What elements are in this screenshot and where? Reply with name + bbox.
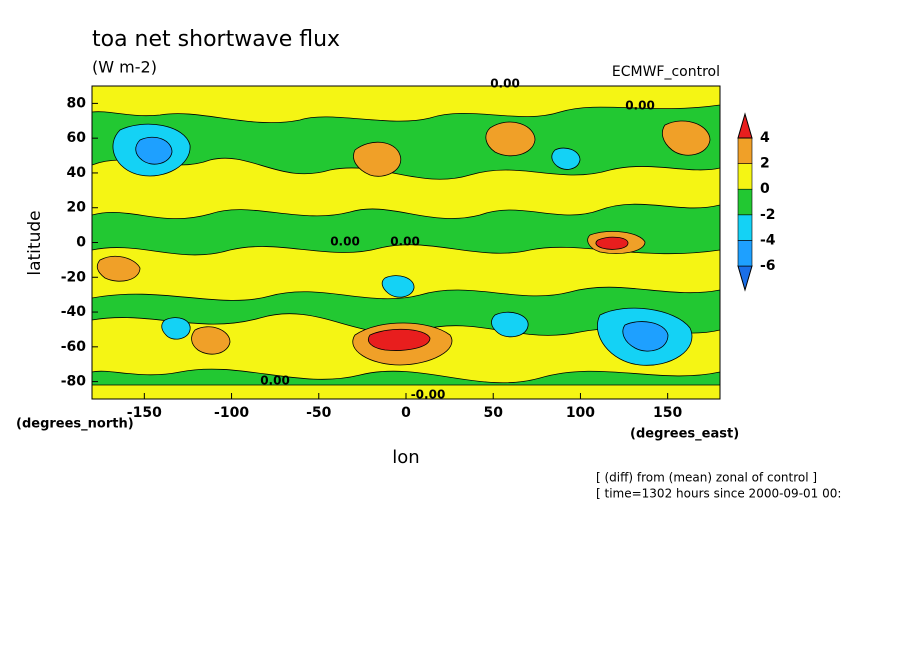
contour-label: 0.00 (490, 77, 520, 91)
contour-label: 0.00 (390, 235, 420, 249)
x-units: (degrees_east) (630, 427, 739, 442)
x-tick-label: -50 (306, 405, 332, 421)
colorbar-band (737, 163, 753, 190)
y-tick-label: 80 (67, 95, 87, 111)
y-tick-label: -80 (61, 374, 87, 390)
dataset-label: ECMWF_control (612, 64, 720, 80)
y-tick-label: -60 (61, 339, 87, 355)
y-tick-label: 0 (76, 235, 86, 251)
y-units: (degrees_north) (16, 417, 134, 432)
colorbar-label: 2 (760, 156, 770, 172)
contour-label: -0.00 (411, 388, 446, 402)
colorbar-label: 4 (760, 130, 770, 146)
x-axis-label: lon (392, 447, 419, 468)
contour-label: 0.00 (260, 374, 290, 388)
note: [ time=1302 hours since 2000-09-01 00: (596, 487, 841, 501)
colorbar-end (737, 112, 753, 139)
x-tick-label: -150 (127, 405, 162, 421)
chart-title: toa net shortwave flux (92, 27, 340, 52)
colorbar-end (737, 265, 753, 292)
y-tick-label: 60 (67, 130, 87, 146)
y-tick-label: 20 (67, 200, 87, 216)
x-tick-label: 100 (566, 405, 595, 421)
y-axis-label: latitude (25, 210, 45, 275)
colorbar-label: 0 (760, 181, 770, 197)
x-tick-label: 0 (401, 405, 411, 421)
contour-label: 0.00 (330, 235, 360, 249)
colorbar-label: -4 (760, 232, 776, 248)
contour-label: 0.00 (625, 99, 655, 113)
colorbar-band (737, 188, 753, 216)
note: [ (diff) from (mean) zonal of control ] (596, 471, 817, 485)
x-tick-label: 150 (653, 405, 682, 421)
colorbar-label: -6 (760, 258, 776, 274)
x-tick-label: -100 (214, 405, 249, 421)
colorbar-band (737, 240, 753, 267)
contour-field (92, 86, 720, 399)
colorbar-label: -2 (760, 207, 776, 223)
y-tick-label: -40 (61, 304, 87, 320)
chart-subtitle: (W m-2) (92, 58, 157, 77)
colorbar-band (737, 137, 753, 164)
x-tick-label: 50 (483, 405, 503, 421)
colorbar-band (737, 214, 753, 241)
y-tick-label: 40 (67, 165, 87, 181)
y-tick-label: -20 (61, 269, 87, 285)
